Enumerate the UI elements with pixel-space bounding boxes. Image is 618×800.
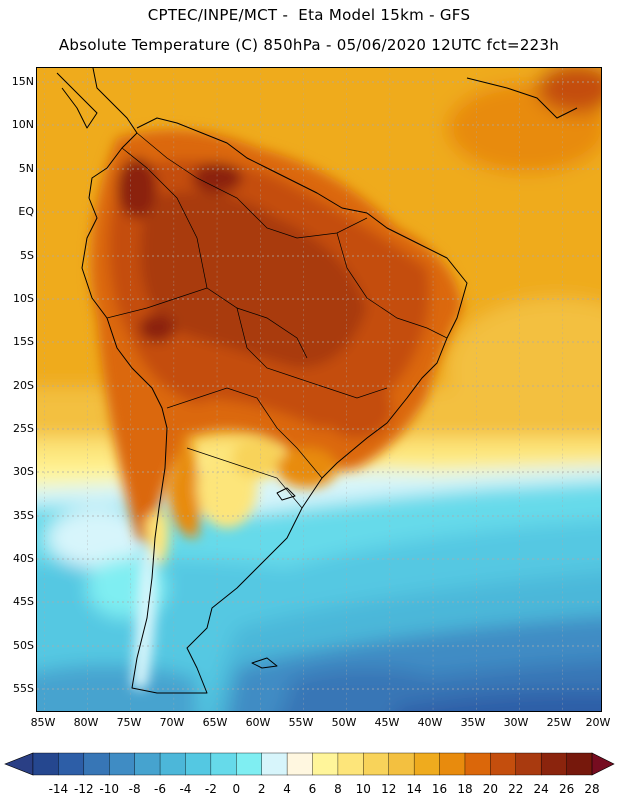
colorbar-tick-label: 2 bbox=[257, 782, 266, 796]
colorbar-swatch bbox=[413, 752, 441, 776]
colorbar-tick-label: -4 bbox=[179, 782, 192, 796]
lon-label: 45W bbox=[374, 716, 400, 729]
lon-label: 80W bbox=[73, 716, 99, 729]
colorbar-tick-label: 20 bbox=[482, 782, 498, 796]
colorbar-tick-label: 24 bbox=[533, 782, 549, 796]
lon-label: 85W bbox=[30, 716, 56, 729]
lat-label: 15N bbox=[11, 75, 34, 88]
colorbar-under-arrow bbox=[4, 752, 34, 776]
colorbar-swatch bbox=[566, 752, 593, 776]
colorbar-tick-label: -12 bbox=[74, 782, 94, 796]
colorbar-swatch bbox=[515, 752, 542, 776]
colorbar-swatch bbox=[210, 752, 237, 776]
lat-label: 55S bbox=[13, 682, 34, 695]
colorbar-tick-label: 4 bbox=[283, 782, 291, 796]
colorbar-tick-label: 16 bbox=[431, 782, 448, 796]
lat-label: 15S bbox=[13, 335, 34, 348]
colorbar-swatch bbox=[388, 752, 415, 776]
lat-label: 10N bbox=[11, 118, 34, 131]
colorbar-tick-label: 10 bbox=[355, 782, 371, 796]
colorbar-swatch bbox=[363, 752, 390, 776]
lon-label: 50W bbox=[331, 716, 357, 729]
latitude-gridlines bbox=[37, 81, 601, 690]
colorbar-swatch bbox=[286, 752, 314, 776]
colorbar-tick-label: 18 bbox=[457, 782, 473, 796]
colorbar-tick-label: -10 bbox=[99, 782, 120, 796]
lat-label: 50S bbox=[13, 639, 34, 652]
colorbar-swatch bbox=[439, 752, 466, 776]
lat-label: 5S bbox=[20, 249, 34, 262]
colorbar-swatch bbox=[337, 752, 364, 776]
colorbar-tick-label: 6 bbox=[308, 782, 317, 796]
colorbar-swatch bbox=[58, 752, 85, 776]
colorbar-tick-label: 14 bbox=[406, 782, 422, 796]
lon-label: 35W bbox=[460, 716, 486, 729]
colorbar-swatch bbox=[540, 752, 568, 776]
lon-label: 25W bbox=[546, 716, 572, 729]
colorbar-tick-label: 0 bbox=[232, 782, 241, 796]
colorbar-tick-label: 22 bbox=[508, 782, 524, 796]
lon-label: 40W bbox=[417, 716, 443, 729]
colorbar-tick-label: -8 bbox=[128, 782, 141, 796]
chart-subtitle: Absolute Temperature (C) 850hPa - 05/06/… bbox=[58, 36, 560, 54]
colorbar-tick-label: -2 bbox=[204, 782, 217, 796]
lat-label: 30S bbox=[13, 465, 34, 478]
lat-label: 35S bbox=[13, 509, 34, 522]
colorbar-tick-label: -6 bbox=[154, 782, 167, 796]
lat-label: 40S bbox=[13, 552, 34, 565]
colorbar-swatch bbox=[464, 752, 491, 776]
colorbar-tick-label: 28 bbox=[584, 782, 600, 796]
colorbar-swatch bbox=[261, 752, 288, 776]
political-borders bbox=[106, 132, 448, 509]
colorbar-over-arrow bbox=[591, 752, 615, 776]
lat-label: 45S bbox=[13, 595, 34, 608]
colorbar-swatch bbox=[83, 752, 110, 776]
lon-label: 75W bbox=[116, 716, 142, 729]
colorbar-swatch bbox=[312, 752, 339, 776]
colorbar-swatch bbox=[109, 752, 136, 776]
longitude-gridlines bbox=[44, 68, 601, 711]
lon-label: 70W bbox=[159, 716, 185, 729]
colorbar-swatch bbox=[32, 752, 59, 776]
lat-label: EQ bbox=[18, 205, 34, 218]
colorbar-tick-label: 8 bbox=[334, 782, 342, 796]
map-canvas bbox=[37, 68, 601, 711]
lon-label: 60W bbox=[245, 716, 271, 729]
lon-label: 20W bbox=[585, 716, 611, 729]
temperature-map[interactable] bbox=[36, 67, 602, 712]
chart-title: CPTEC/INPE/MCT - Eta Model 15km - GFS bbox=[147, 6, 471, 24]
lon-label: 55W bbox=[288, 716, 314, 729]
colorbar-tick-label: -14 bbox=[48, 782, 69, 796]
colorbar-swatch bbox=[134, 752, 161, 776]
colorbar-tick-label: 12 bbox=[381, 782, 397, 796]
colorbar-swatch bbox=[236, 752, 263, 776]
lat-label: 5N bbox=[18, 162, 34, 175]
temperature-colorbar bbox=[4, 752, 615, 776]
colorbar-tick-label: 26 bbox=[558, 782, 575, 796]
colorbar-swatch bbox=[185, 752, 212, 776]
coastline-outline bbox=[56, 68, 578, 694]
lon-label: 65W bbox=[202, 716, 228, 729]
lon-label: 30W bbox=[503, 716, 529, 729]
colorbar-swatch bbox=[490, 752, 517, 776]
colorbar-swatch bbox=[159, 752, 186, 776]
lat-label: 10S bbox=[13, 292, 34, 305]
lat-label: 20S bbox=[13, 379, 34, 392]
lat-label: 25S bbox=[13, 422, 34, 435]
